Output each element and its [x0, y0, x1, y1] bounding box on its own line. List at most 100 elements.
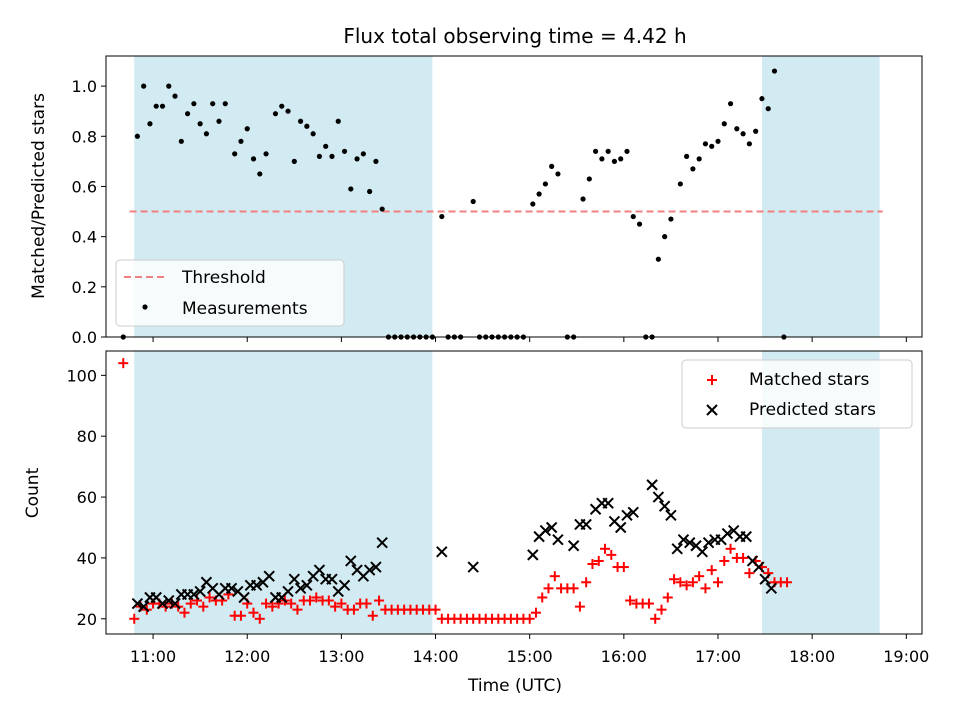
measurement-point [624, 148, 630, 154]
measurement-point [250, 156, 257, 162]
legend-predicted-swatch [706, 404, 718, 416]
top-y-tick-label: 0.6 [72, 177, 97, 196]
measurement-point [166, 83, 172, 89]
matched-star-point [543, 583, 554, 594]
measurement-point [580, 196, 586, 202]
measurement-point [304, 123, 310, 129]
predicted-star-point [765, 582, 778, 595]
measurement-point [257, 171, 263, 177]
measurement-point [323, 143, 329, 149]
predicted-star-point [288, 573, 301, 585]
predicted-star-point [696, 546, 709, 558]
measurement-point [702, 141, 709, 147]
measurement-point [662, 234, 668, 240]
predicted-star-point [326, 573, 338, 585]
legend-threshold-label: Threshold [181, 268, 266, 288]
measurement-point [611, 158, 618, 164]
bottom-legend: Matched stars Predicted stars [681, 359, 913, 429]
predicted-star-point [156, 597, 169, 610]
matched-star-point [725, 543, 736, 554]
measurement-point [178, 138, 184, 144]
bottom-x-tick-label: 17:00 [695, 647, 741, 666]
matched-star-point [681, 580, 692, 591]
measurement-point [203, 131, 210, 137]
matched-star-point [129, 613, 140, 624]
measurement-point [684, 153, 690, 159]
matched-star-point [348, 604, 359, 615]
matched-star-point [618, 562, 629, 573]
predicted-star-point [131, 597, 144, 610]
predicted-star-point [169, 597, 181, 610]
measurement-point [439, 213, 445, 220]
matched-star-point [235, 610, 246, 621]
measurement-point [470, 198, 476, 205]
predicted-star-point [345, 555, 357, 567]
measurement-point [605, 148, 611, 154]
measurement-point [721, 121, 727, 127]
legend-predicted-label: Predicted stars [749, 400, 876, 420]
measurement-point [272, 111, 279, 117]
measurement-point [232, 151, 238, 157]
bottom-y-tick-label: 100 [66, 366, 97, 385]
matched-star-point [694, 571, 705, 582]
measurement-point [746, 141, 752, 147]
matched-star-point [744, 568, 755, 579]
measurement-point [536, 191, 542, 197]
predicted-star-point [677, 533, 690, 546]
bottom-x-tick-label: 15:00 [507, 647, 553, 666]
predicted-star-point [580, 518, 592, 531]
matched-star-point [204, 592, 215, 603]
legend-measurement-label: Measurements [182, 299, 308, 319]
matched-star-point [568, 583, 579, 594]
matched-star-point [782, 577, 793, 588]
matched-star-point [336, 598, 347, 609]
measurement-point [147, 121, 153, 127]
bottom-x-tick-label: 19:00 [883, 647, 929, 666]
measurement-point [655, 256, 661, 262]
measurement-point [765, 106, 771, 112]
matched-star-point [374, 595, 385, 606]
measurement-point [734, 126, 740, 132]
measurement-point [727, 101, 734, 107]
measurement-point [329, 153, 335, 159]
measurement-point [341, 148, 348, 154]
predicted-star-point [137, 600, 150, 613]
measurement-point [690, 166, 696, 172]
predicted-star-point [338, 579, 351, 592]
predicted-star-point [665, 509, 677, 522]
measurement-point [555, 171, 561, 177]
measurement-point [316, 153, 323, 159]
predicted-star-point [467, 561, 479, 573]
matched-star-point [643, 598, 654, 609]
predicted-star-point [627, 506, 639, 518]
matched-star-point [593, 555, 604, 566]
predicted-star-point [282, 585, 294, 598]
predicted-star-point [301, 579, 313, 592]
measurement-point [310, 131, 316, 137]
predicted-star-point [527, 549, 539, 561]
measurement-point [297, 118, 304, 124]
matched-star-point [606, 549, 617, 560]
predicted-star-point [163, 594, 175, 607]
measurement-point [586, 176, 592, 182]
matched-star-point [625, 595, 636, 606]
matched-star-point [198, 601, 209, 612]
bottom-y-axis-label: Count [23, 467, 43, 518]
predicted-star-point [615, 521, 627, 534]
top-y-axis-label: Matched/Predicted stars [29, 93, 49, 299]
matched-star-point [248, 607, 259, 618]
measurement-point [709, 143, 715, 149]
legend-matched-marker [707, 375, 717, 385]
predicted-star-point [671, 543, 683, 555]
matched-star-point [367, 610, 378, 621]
legend-measurement-swatch [142, 304, 148, 310]
measurement-point [715, 138, 721, 144]
top-y-tick-label: 1.0 [72, 77, 97, 96]
bottom-x-tick-label: 16:00 [601, 647, 647, 666]
measurement-point [134, 133, 140, 139]
predicted-star-point [250, 579, 263, 592]
matched-star-point [574, 601, 585, 612]
bottom-y-tick-label: 20 [77, 610, 97, 629]
top-panel: 0.0 0.2 0.4 0.6 0.8 1.0 Matched/Predicted sta… [29, 55, 923, 347]
